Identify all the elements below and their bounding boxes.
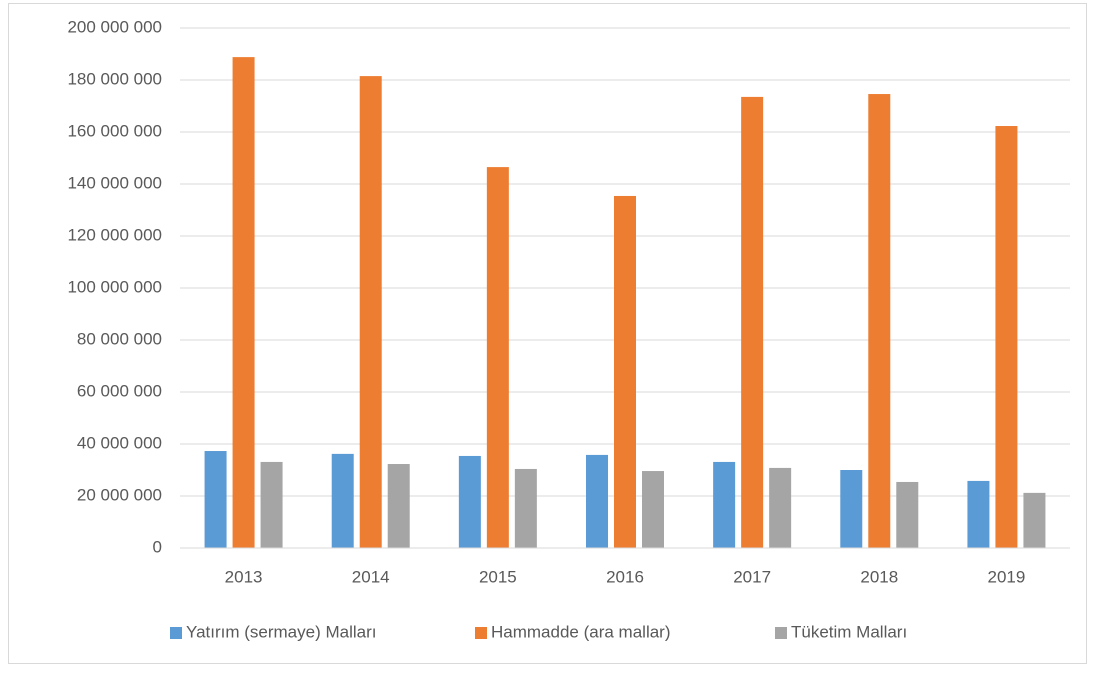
bar (458, 455, 481, 548)
y-tick-label: 40 000 000 (77, 433, 162, 452)
legend-label: Tüketim Malları (791, 622, 907, 641)
bar (614, 195, 636, 548)
bar (713, 461, 736, 548)
bar (359, 76, 382, 548)
x-tick-label: 2018 (860, 567, 898, 586)
x-tick-label: 2017 (733, 567, 771, 586)
legend-swatch (775, 627, 787, 639)
bar (896, 481, 919, 548)
bar (642, 471, 664, 548)
x-tick-label: 2014 (352, 567, 390, 586)
bar (232, 57, 255, 549)
legend-label: Hammadde (ara mallar) (491, 622, 671, 641)
legend-swatch (170, 627, 182, 639)
bar (868, 94, 891, 548)
y-tick-label: 100 000 000 (67, 277, 162, 296)
y-tick-label: 180 000 000 (67, 69, 162, 88)
bar (967, 480, 990, 548)
bar (586, 454, 608, 548)
x-tick-label: 2019 (988, 567, 1026, 586)
bar (741, 96, 764, 549)
bar (387, 464, 410, 548)
x-tick-label: 2013 (225, 567, 263, 586)
y-tick-label: 200 000 000 (67, 17, 162, 36)
bar (840, 470, 863, 548)
y-tick-label: 0 (153, 537, 162, 556)
bar (260, 461, 283, 548)
x-tick-label: 2016 (606, 567, 644, 586)
bar (995, 126, 1018, 549)
bar (769, 467, 792, 548)
y-tick-label: 80 000 000 (77, 329, 162, 348)
chart-frame (8, 3, 1087, 664)
y-tick-label: 120 000 000 (67, 225, 162, 244)
y-tick-label: 60 000 000 (77, 381, 162, 400)
x-tick-label: 2015 (479, 567, 517, 586)
bar (486, 167, 509, 548)
legend-swatch (475, 627, 487, 639)
bar (331, 453, 354, 548)
y-tick-label: 160 000 000 (67, 121, 162, 140)
legend-label: Yatırım (sermaye) Malları (186, 622, 377, 641)
bar (514, 468, 537, 548)
y-tick-label: 20 000 000 (77, 485, 162, 504)
y-tick-label: 140 000 000 (67, 173, 162, 192)
bar (1023, 492, 1046, 548)
bar (204, 451, 227, 548)
